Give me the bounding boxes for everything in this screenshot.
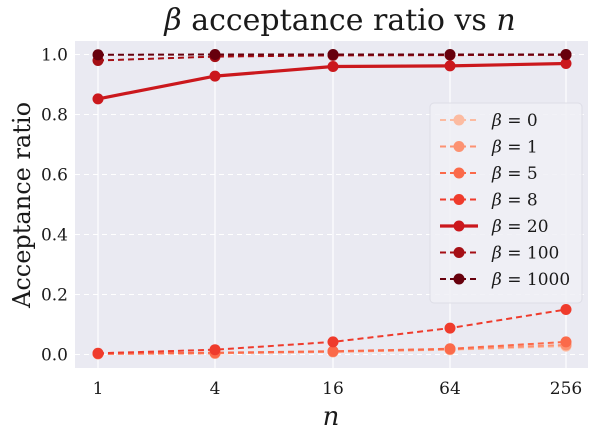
legend-marker (453, 167, 465, 179)
data-point (560, 58, 572, 69)
x-axis-label: n (323, 402, 340, 432)
data-point (327, 345, 339, 357)
legend-entry: β = 1000 (440, 270, 570, 290)
legend-label: β = 20 (491, 217, 549, 237)
data-point (209, 49, 221, 60)
legend-label: β = 0 (491, 111, 538, 131)
x-tick-label: 1 (93, 379, 104, 399)
legend-entry: β = 0 (440, 111, 538, 131)
legend-marker (453, 114, 465, 126)
data-point (92, 93, 104, 105)
y-tick-label: 0.8 (41, 106, 68, 126)
y-tick-label: 0.6 (41, 166, 68, 186)
series-20 (92, 58, 572, 105)
data-point (444, 343, 456, 355)
chart-title: β acceptance ratio vs n (163, 3, 515, 38)
y-axis-ticks: 0.0 0.2 0.4 0.6 0.8 1.0 (41, 46, 68, 366)
data-point (327, 336, 339, 348)
legend-entry: β = 8 (440, 191, 538, 211)
legend-marker (453, 141, 465, 152)
legend-entry: β = 5 (440, 164, 538, 184)
data-point (92, 347, 104, 359)
series-8 (92, 304, 572, 359)
legend-marker (453, 273, 465, 285)
data-point (560, 304, 572, 315)
x-tick-label: 4 (210, 379, 221, 399)
x-tick-label: 16 (322, 379, 344, 399)
legend-label: β = 100 (491, 244, 559, 264)
legend: β = 0 β = 1 β = 5 β = 8 β = 20 β = 100 β = 100… (429, 102, 583, 304)
legend-label: β = 5 (491, 164, 538, 184)
y-tick-label: 1.0 (41, 46, 68, 66)
series-layer (92, 49, 572, 360)
data-point (327, 49, 339, 60)
legend-marker (453, 220, 465, 232)
data-point (444, 60, 456, 72)
y-tick-label: 0.2 (41, 286, 68, 306)
y-tick-label: 0.0 (41, 346, 68, 366)
title-middle: acceptance ratio vs (182, 3, 497, 38)
legend-entry: β = 100 (440, 244, 559, 264)
data-point (209, 70, 221, 82)
title-variable: n (496, 3, 515, 38)
data-point (327, 61, 339, 72)
title-greek: β (163, 3, 181, 38)
legend-box (429, 102, 583, 304)
x-tick-label: 64 (439, 379, 461, 399)
data-point (560, 336, 572, 348)
data-point (209, 344, 221, 356)
legend-label: β = 1 (491, 138, 538, 158)
series-1000 (92, 49, 572, 61)
y-tick-label: 0.4 (41, 226, 68, 246)
legend-marker (453, 247, 465, 258)
x-tick-label: 256 (550, 379, 582, 399)
legend-marker (453, 194, 465, 205)
legend-label: β = 8 (491, 191, 538, 211)
data-point (444, 49, 456, 60)
x-axis-ticks: 1 4 16 64 256 (93, 379, 583, 399)
data-point (92, 49, 104, 61)
y-axis-label: Acceptance ratio (8, 102, 36, 309)
data-point (444, 322, 456, 334)
data-point (560, 49, 572, 60)
legend-label: β = 1000 (491, 270, 570, 290)
legend-entry: β = 1 (440, 138, 538, 158)
legend-entry: β = 20 (440, 217, 549, 237)
